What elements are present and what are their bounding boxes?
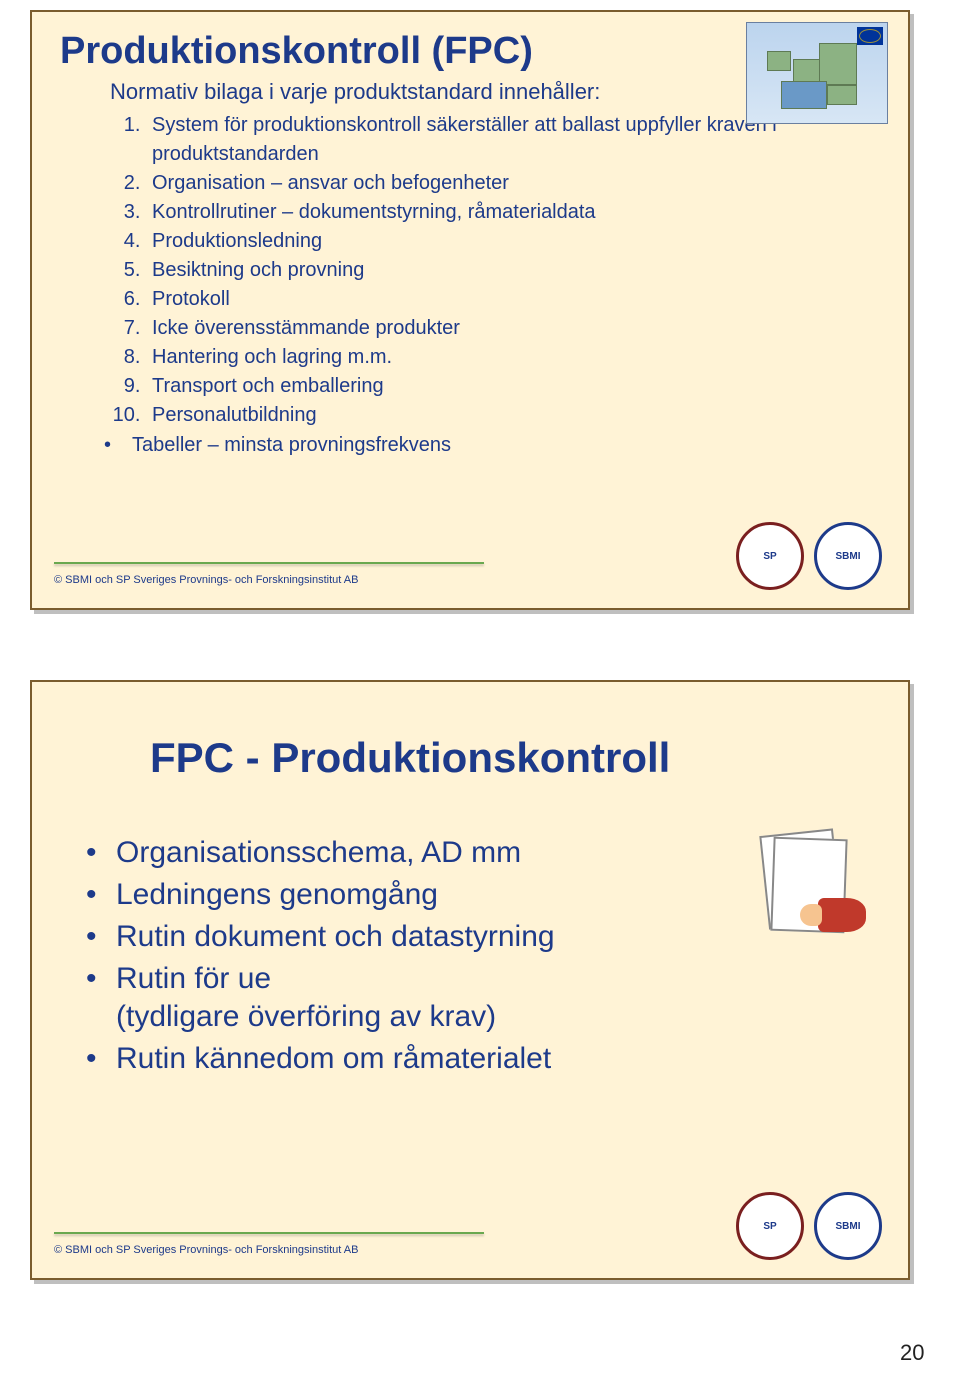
slide1-item: Hantering och lagring m.m. xyxy=(146,343,880,372)
slide2-copyright: © SBMI och SP Sveriges Provnings- och Fo… xyxy=(54,1244,358,1256)
sp-logo-icon: SP xyxy=(736,522,804,590)
slide1-copyright: © SBMI och SP Sveriges Provnings- och Fo… xyxy=(54,574,358,586)
slide1-logos: SP SBMI xyxy=(736,522,882,590)
sp-logo-icon: SP xyxy=(736,1192,804,1260)
slide-1: Produktionskontroll (FPC) Normativ bilag… xyxy=(30,10,910,610)
papers-hand-icon xyxy=(748,832,858,942)
slide2-logos: SP SBMI xyxy=(736,1192,882,1260)
slide1-item: Personalutbildning xyxy=(146,401,880,430)
slide1-item: Kontrollrutiner – dokumentstyrning, råma… xyxy=(146,198,880,227)
slide1-bullet-list: Tabeller – minsta provningsfrekvens xyxy=(132,434,880,457)
eu-flag-icon xyxy=(857,27,883,45)
slide2-item: Rutin kännedom om råmaterialet xyxy=(90,1038,880,1080)
slide1-bullet: Tabeller – minsta provningsfrekvens xyxy=(132,434,880,457)
slide2-item: Rutin för ue(tydligare överföring av kra… xyxy=(90,958,880,1038)
slide-2: FPC - Produktionskontroll Organisationss… xyxy=(30,680,910,1280)
page-number: 20 xyxy=(900,1340,924,1366)
slide2-title: FPC - Produktionskontroll xyxy=(150,734,880,782)
sbmi-logo-icon: SBMI xyxy=(814,522,882,590)
slide1-numbered-list: System för produktionskontroll säkerstäl… xyxy=(110,111,880,430)
europe-map-icon xyxy=(746,22,888,124)
slide1-item: Besiktning och provning xyxy=(146,256,880,285)
slide1-item: Transport och emballering xyxy=(146,372,880,401)
slide1-item: Organisation – ansvar och befogenheter xyxy=(146,169,880,198)
sbmi-logo-icon: SBMI xyxy=(814,1192,882,1260)
divider-line xyxy=(54,562,484,564)
slide1-item: Produktionsledning xyxy=(146,227,880,256)
slide1-item: Icke överensstämmande produkter xyxy=(146,314,880,343)
slide2-item-sub: (tydligare överföring av krav) xyxy=(116,996,880,1038)
slide1-item: Protokoll xyxy=(146,285,880,314)
divider-line xyxy=(54,1232,484,1234)
